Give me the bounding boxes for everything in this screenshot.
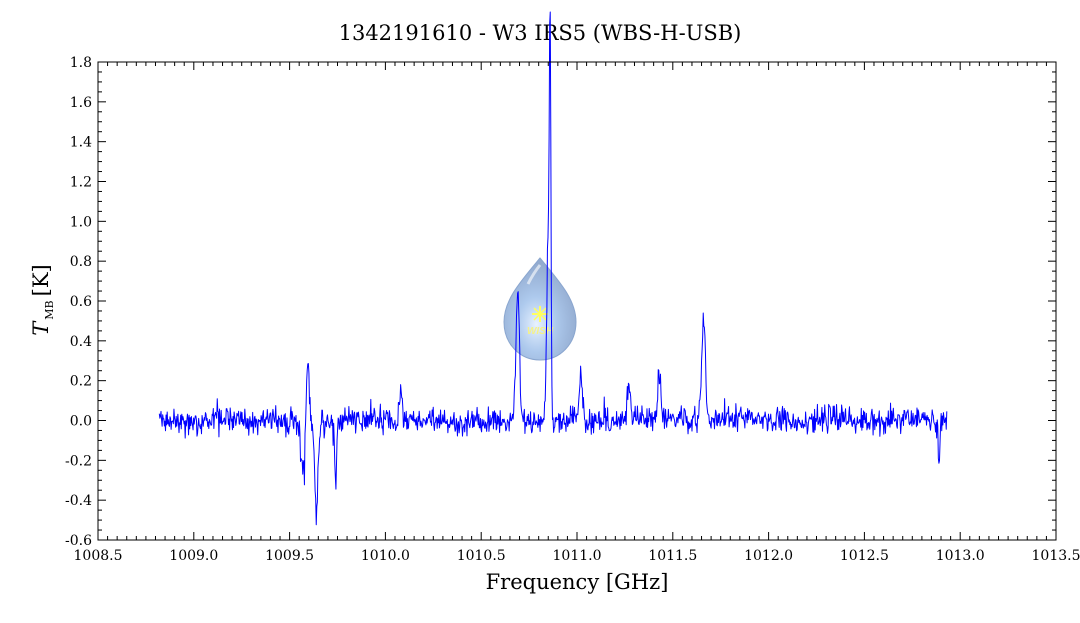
y-tick-label: 0.4 (70, 334, 92, 350)
y-tick-label: -0.4 (65, 493, 92, 509)
star-icon (532, 306, 548, 322)
y-tick-label: 0.6 (70, 294, 92, 310)
series-layer (159, 12, 946, 525)
y-axis-symbol: T (29, 320, 53, 336)
y-axis-unit: [K] (29, 264, 53, 296)
watermark-label: WISH (527, 326, 554, 337)
svg-text:TMB[K]: TMB [K] (29, 264, 56, 335)
x-tick-label: 1012.0 (744, 548, 793, 564)
x-tick-label: 1013.5 (1032, 548, 1080, 564)
y-tick-label: 0.0 (70, 414, 92, 430)
y-tick-label: 1.4 (70, 135, 92, 151)
y-tick-label: 1.2 (70, 175, 92, 191)
y-tick-label: -0.6 (65, 533, 92, 549)
x-tick-label: 1012.5 (840, 548, 889, 564)
y-tick-label: 1.0 (70, 214, 92, 230)
y-tick-label: 1.8 (70, 55, 92, 71)
y-tick-label: -0.2 (65, 453, 92, 469)
y-tick-label: 0.2 (70, 374, 92, 390)
x-tick-label: 1011.5 (648, 548, 697, 564)
wish-watermark-logo: WISH (504, 258, 576, 360)
y-tick-label: 0.8 (70, 254, 92, 270)
x-tick-label: 1009.5 (265, 548, 314, 564)
x-tick-label: 1011.0 (553, 548, 602, 564)
x-axis-label: Frequency [GHz] (486, 570, 669, 594)
x-tick-label: 1013.0 (936, 548, 985, 564)
x-tick-label: 1010.5 (457, 548, 506, 564)
x-tick-label: 1008.5 (74, 548, 123, 564)
x-tick-label: 1009.0 (169, 548, 218, 564)
plot-frame (98, 62, 1056, 540)
y-tick-label: 1.6 (70, 95, 92, 111)
spectrum-line (159, 12, 946, 525)
y-axis-label: TMB [K] (29, 264, 56, 335)
chart-title: 1342191610 - W3 IRS5 (WBS-H-USB) (339, 21, 742, 45)
y-axis-subscript: MB (43, 300, 56, 319)
x-tick-label: 1010.0 (361, 548, 410, 564)
